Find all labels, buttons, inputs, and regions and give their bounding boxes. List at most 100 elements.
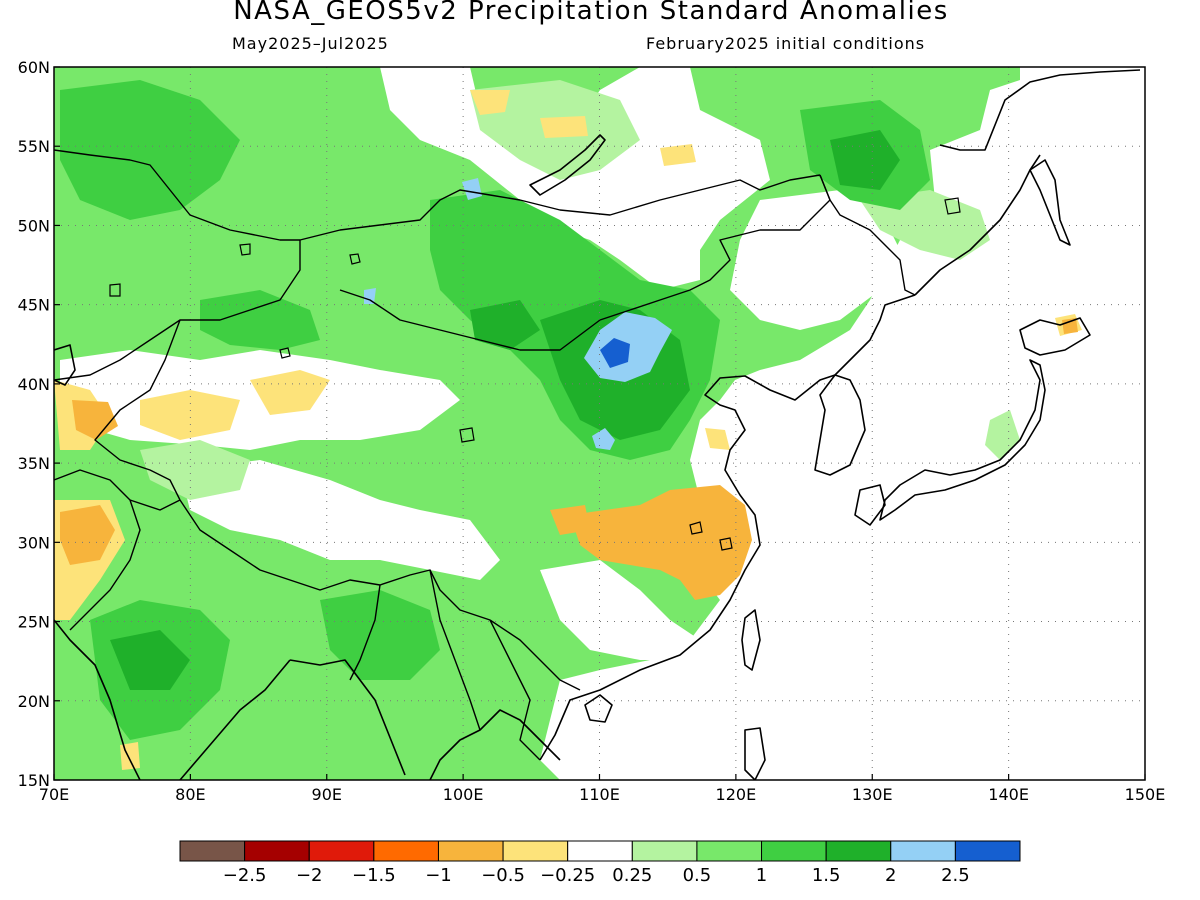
colorbar-swatch <box>890 840 956 862</box>
anomaly-field-dark-green <box>830 130 900 190</box>
colorbar-label: 0.5 <box>683 865 712 886</box>
colorbar-swatch <box>761 840 827 862</box>
lake-outline <box>239 243 251 256</box>
border-afghanistan-pakistan <box>54 469 141 631</box>
coastline-china-east <box>539 374 836 761</box>
colorbar-label: −2.5 <box>223 865 267 886</box>
y-tick-label: 50N <box>18 216 50 235</box>
anomaly-field-pale-yellow <box>140 390 240 440</box>
colorbar-label: −2 <box>296 865 323 886</box>
colorbar-swatch <box>502 840 569 862</box>
anomaly-field-neutral <box>380 67 770 290</box>
border-myanmar <box>349 569 481 731</box>
y-tick-label: 25N <box>18 613 50 632</box>
anomaly-field-light-blue <box>462 178 482 200</box>
border-mongolia-china <box>339 174 831 351</box>
anomaly-field-dark-green <box>110 630 190 690</box>
anomaly-field-medium-green <box>60 80 240 220</box>
map-title: NASA_GEOS5v2 Precipitation Standard Anom… <box>233 0 949 26</box>
border-china-russia-northeast <box>819 174 916 296</box>
anomaly-field-neutral <box>540 560 700 660</box>
anomaly-field-pale-yellow <box>705 428 730 450</box>
lake-outlines <box>109 197 961 551</box>
coastline-caspian <box>54 344 76 386</box>
colorbar-swatch <box>696 840 763 862</box>
colorbar-swatch <box>308 840 375 862</box>
colorbar-swatch <box>954 840 1021 862</box>
coastline-india-west <box>54 619 141 780</box>
x-tick-label: 70E <box>39 785 69 804</box>
colorbar-label: −1.5 <box>352 865 396 886</box>
border-russia-kazakhstan <box>54 149 300 241</box>
lake-outline <box>689 521 703 535</box>
x-tick-label: 90E <box>312 785 342 804</box>
coastline-korea <box>814 374 866 476</box>
y-tick-label: 60N <box>18 58 50 77</box>
anomaly-field-dark-green <box>470 300 540 350</box>
lake-balkhash <box>109 283 121 297</box>
anomaly-field-pale-green <box>985 410 1020 460</box>
colorbar-label: 1 <box>756 865 767 886</box>
anomaly-field-pale-yellow <box>470 90 510 115</box>
anomaly-field-neutral <box>730 190 900 330</box>
coastline-japan-honshu <box>879 359 1046 521</box>
coastline-bay-of-bengal <box>289 659 406 776</box>
anomaly-field-blue <box>600 338 630 368</box>
x-tick-label: 80E <box>175 785 205 804</box>
border-china-west <box>94 319 181 501</box>
x-tick-label: 130E <box>852 785 893 804</box>
y-tick-label: 45N <box>18 296 50 315</box>
coastline-luzon <box>744 727 766 780</box>
colorbar-label: 0.25 <box>612 865 652 886</box>
x-tick-label: 120E <box>716 785 757 804</box>
border-russia-mongolia <box>299 174 821 241</box>
colorbar-label: −0.5 <box>481 865 525 886</box>
colorbar-swatch <box>373 840 439 862</box>
y-tick-label: 20N <box>18 692 50 711</box>
border-china-southwest <box>489 619 581 691</box>
colorbar-swatch <box>631 840 698 862</box>
border-india-north <box>129 499 181 511</box>
colorbar-swatch <box>179 840 246 862</box>
anomaly-field-orange <box>72 400 118 440</box>
colorbar-swatch <box>567 840 633 862</box>
anomaly-field-light-blue <box>592 428 615 450</box>
colorbar-label: −0.25 <box>540 865 595 886</box>
anomaly-field-orange <box>60 505 115 565</box>
anomaly-field-pale-yellow <box>540 116 588 138</box>
anomaly-field-orange <box>550 505 590 535</box>
border-laos-vietnam <box>489 619 541 761</box>
anomaly-field-neutral <box>180 460 500 580</box>
coastline-japan-hokkaido <box>1019 317 1091 356</box>
anomaly-field-orange <box>570 485 752 600</box>
initial-conditions: February2025 initial conditions <box>646 34 926 53</box>
anomaly-field-medium-green <box>320 590 440 680</box>
anomaly-field-pale-green <box>140 440 250 500</box>
colorbar-label: 2 <box>885 865 896 886</box>
lake-outline <box>349 253 361 265</box>
coastline-india-east <box>179 659 291 780</box>
y-tick-label: 15N <box>18 771 50 790</box>
colorbar-label: −1 <box>425 865 452 886</box>
colorbar-swatch <box>825 840 892 862</box>
anomaly-field-pale-yellow <box>120 742 140 770</box>
colorbar-swatch <box>437 840 504 862</box>
lake-outline <box>944 197 961 215</box>
coastline-indochina <box>429 709 561 780</box>
anomaly-field-pale-yellow <box>250 370 330 415</box>
coastline-taiwan <box>741 609 761 671</box>
x-tick-label: 100E <box>443 785 484 804</box>
country-borders <box>54 149 916 761</box>
x-tick-label: 110E <box>579 785 620 804</box>
coastline-korea-north <box>834 294 916 376</box>
coastline-japan-kyushu <box>854 484 886 526</box>
coastline-hainan <box>584 694 613 723</box>
y-tick-label: 55N <box>18 137 50 156</box>
coastline-okhotsk <box>939 69 1141 151</box>
lake-qinghai <box>459 427 475 443</box>
colorbar-label: 2.5 <box>941 865 970 886</box>
coastline-lake-baikal <box>529 134 606 196</box>
anomaly-field-orange <box>1062 318 1078 334</box>
border-kazakhstan-south <box>54 240 301 381</box>
map-axes: 70E 80E 90E 100E 110E 120E 130E 140E 150E 15N 20N 2… <box>18 58 1166 804</box>
